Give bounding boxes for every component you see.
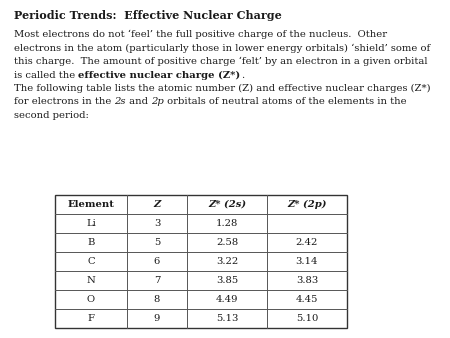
Text: 3: 3 [154, 219, 160, 228]
Text: 2.58: 2.58 [216, 238, 238, 247]
Text: 7: 7 [154, 276, 160, 285]
Text: 3.22: 3.22 [216, 257, 238, 266]
Text: 4.45: 4.45 [296, 295, 318, 304]
Text: 3.85: 3.85 [216, 276, 238, 285]
Text: Z* (2p): Z* (2p) [287, 200, 327, 209]
Text: N: N [86, 276, 95, 285]
Text: The following table lists the atomic number (Z) and effective nuclear charges (Z: The following table lists the atomic num… [14, 84, 431, 93]
Text: and: and [126, 97, 151, 106]
Text: 6: 6 [154, 257, 160, 266]
Text: 8: 8 [154, 295, 160, 304]
Text: B: B [87, 238, 94, 247]
Text: electrons in the atom (particularly those in lower energy orbitals) ‘shield’ som: electrons in the atom (particularly thos… [14, 44, 430, 53]
Text: 5.10: 5.10 [296, 314, 318, 323]
Text: effective nuclear charge (Z*): effective nuclear charge (Z*) [78, 71, 241, 80]
Text: Z: Z [153, 200, 161, 209]
Text: C: C [87, 257, 95, 266]
Text: O: O [87, 295, 95, 304]
Text: is called the: is called the [14, 71, 78, 79]
Text: 4.49: 4.49 [216, 295, 238, 304]
Text: orbitals of neutral atoms of the elements in the: orbitals of neutral atoms of the element… [164, 97, 406, 106]
Text: 3.83: 3.83 [296, 276, 318, 285]
Text: 9: 9 [154, 314, 160, 323]
Text: 5: 5 [154, 238, 160, 247]
Text: 2p: 2p [151, 97, 164, 106]
Text: second period:: second period: [14, 111, 89, 120]
Text: F: F [87, 314, 94, 323]
Text: 3.14: 3.14 [296, 257, 318, 266]
Text: 5.13: 5.13 [216, 314, 238, 323]
Text: Element: Element [68, 200, 114, 209]
Bar [55, 195, 347, 328]
Text: Z* (2s): Z* (2s) [208, 200, 246, 209]
Text: 2s: 2s [114, 97, 126, 106]
Text: this charge.  The amount of positive charge ‘felt’ by an electron in a given orb: this charge. The amount of positive char… [14, 57, 427, 66]
Text: Periodic Trends:  Effective Nuclear Charge: Periodic Trends: Effective Nuclear Charg… [14, 10, 282, 21]
Text: Li: Li [86, 219, 96, 228]
Text: 1.28: 1.28 [216, 219, 238, 228]
Text: for electrons in the: for electrons in the [14, 97, 114, 106]
Text: .: . [241, 71, 244, 79]
Text: 2.42: 2.42 [296, 238, 318, 247]
Text: Most electrons do not ‘feel’ the full positive charge of the nucleus.  Other: Most electrons do not ‘feel’ the full po… [14, 30, 387, 39]
